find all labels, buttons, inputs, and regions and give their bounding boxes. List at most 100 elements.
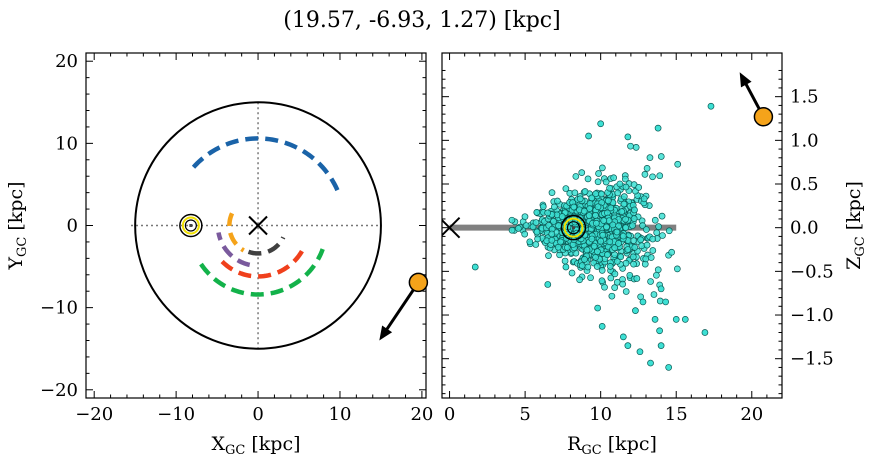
star-point <box>601 283 608 291</box>
star-point <box>649 173 656 181</box>
y-tick-label: 1.5 <box>790 87 819 108</box>
star-point <box>603 223 610 231</box>
sun-marker <box>566 221 581 235</box>
star-point <box>548 230 556 238</box>
star-point <box>597 120 605 128</box>
star-point <box>674 160 682 168</box>
star-point <box>557 238 564 246</box>
spiral-arm-6 <box>247 236 286 256</box>
star-point <box>578 262 586 269</box>
star-point <box>594 178 602 186</box>
star-point <box>592 219 600 227</box>
star-point <box>647 254 655 261</box>
star-point <box>616 180 624 188</box>
star-point <box>526 238 534 246</box>
star-point <box>615 240 622 247</box>
star-point <box>656 297 664 305</box>
star-point <box>562 185 570 192</box>
star-point <box>554 197 561 205</box>
star-point <box>656 327 663 335</box>
star-point <box>583 246 591 254</box>
star-point <box>632 307 639 315</box>
star-point <box>607 204 615 212</box>
star-point <box>624 342 632 349</box>
star-point <box>655 223 662 230</box>
x-tick-label: 20 <box>410 404 433 425</box>
star-point <box>639 298 647 306</box>
galactic-center-marker <box>442 216 461 237</box>
object-arrow-head <box>379 325 393 341</box>
sun-marker <box>560 214 587 241</box>
x-tick-label: 10 <box>589 404 612 425</box>
star-point <box>606 238 614 246</box>
object-marker <box>408 272 429 293</box>
star-point <box>651 216 659 224</box>
star-point <box>534 235 541 243</box>
star-point <box>624 133 632 141</box>
star-point <box>585 132 592 140</box>
star-point <box>576 276 583 284</box>
star-point <box>665 227 673 235</box>
star-point <box>608 292 616 300</box>
star-point <box>545 252 552 259</box>
star-point <box>657 342 665 349</box>
star-point <box>548 189 556 196</box>
star-point <box>471 263 479 271</box>
star-point <box>643 241 651 249</box>
star-point <box>707 102 715 110</box>
star-point <box>590 242 598 250</box>
star-point <box>653 229 661 236</box>
star-point <box>627 142 634 150</box>
right-plot-area <box>442 72 774 371</box>
star-point <box>654 124 662 132</box>
star-point <box>532 219 540 226</box>
star-point <box>668 248 675 256</box>
star-point <box>632 143 640 151</box>
star-cloud <box>471 102 715 371</box>
star-point <box>631 206 638 214</box>
star-point <box>600 217 608 224</box>
y-axis-label: YGC [kpc] <box>5 181 30 270</box>
star-point <box>630 215 638 223</box>
star-point <box>602 178 610 186</box>
spiral-arm-4 <box>227 212 245 253</box>
star-point <box>585 212 593 219</box>
y-tick-label: 0.0 <box>790 218 819 239</box>
star-point <box>617 253 625 261</box>
star-point <box>642 255 650 263</box>
galactic-circle <box>134 101 382 350</box>
star-point <box>701 329 709 336</box>
left-panel: −20 −10 0 10 20 −20 −10 0 10 20 XGC [kpc] YGC [kpc] <box>5 51 433 458</box>
star-point <box>533 228 541 236</box>
star-point <box>649 235 657 243</box>
y-tick-label: 0.5 <box>790 174 819 195</box>
star-point <box>643 226 650 233</box>
star-point <box>613 228 621 236</box>
star-point <box>647 359 654 367</box>
star-point <box>595 170 602 177</box>
star-point <box>622 288 630 295</box>
object-marker <box>753 107 774 127</box>
star-point <box>636 348 644 356</box>
y-tick-label: −20 <box>40 380 78 401</box>
star-point <box>592 254 599 261</box>
star-point <box>598 323 606 330</box>
star-point <box>629 222 636 230</box>
star-point <box>624 246 632 253</box>
right-panel: 0 5 10 15 20 −1.5 −1.0 −0.5 0.0 0.5 1.0 1.5 RGC [kpc… <box>441 52 868 458</box>
star-point <box>522 222 530 229</box>
star-point <box>584 175 592 183</box>
star-point <box>515 225 522 232</box>
y-tick-label: 0 <box>67 216 78 237</box>
y-tick-label: −0.5 <box>790 261 834 282</box>
x-tick-label: 0 <box>444 404 455 425</box>
star-point <box>588 235 596 243</box>
star-point <box>572 173 580 180</box>
sun-marker <box>181 216 200 235</box>
star-point <box>619 280 627 288</box>
star-point <box>606 184 613 192</box>
star-point <box>584 263 592 271</box>
star-point <box>647 278 654 285</box>
star-point <box>611 284 619 291</box>
